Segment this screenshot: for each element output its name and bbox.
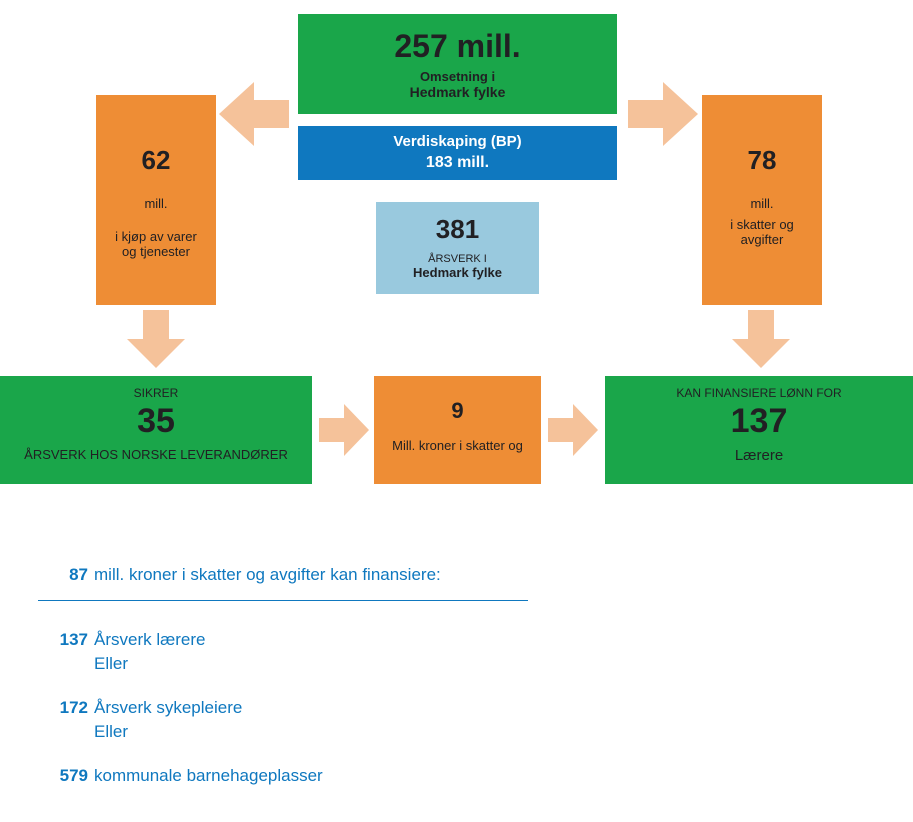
summary-item-2-num: 172 [38, 698, 88, 718]
summary-head-text: mill. kroner i skatter og avgifter kan f… [94, 565, 441, 584]
summary-item-2-or: Eller [94, 722, 242, 742]
value-creation-label: Verdiskaping (BP) [298, 133, 617, 150]
summary-item-1-text: Årsverk lærere [94, 630, 205, 649]
arrow-right-icon [628, 82, 698, 146]
summary-item-1-or: Eller [94, 654, 205, 674]
suppliers-top: SIKRER [0, 386, 312, 400]
purchases-label1: i kjøp av varer [96, 229, 216, 244]
mid-taxes-label: Mill. kroner i skatter og [374, 438, 541, 453]
suppliers-bottom: ÅRSVERK HOS NORSKE LEVERANDØRER [0, 447, 312, 462]
revenue-box: 257 mill. Omsetning i Hedmark fylke [298, 14, 617, 114]
summary-item-1-num: 137 [38, 630, 88, 650]
purchases-unit: mill. [96, 196, 216, 211]
revenue-label2: Hedmark fylke [298, 84, 617, 100]
taxes-unit: mill. [702, 196, 822, 211]
summary-heading: 87 mill. kroner i skatter og avgifter kan… [38, 565, 441, 585]
value-creation-value: 183 mill. [298, 154, 617, 172]
summary-item-3-num: 579 [38, 766, 88, 786]
value-creation-box: Verdiskaping (BP) 183 mill. [298, 126, 617, 180]
arrow-down-right-icon [732, 310, 790, 368]
taxes-label1: i skatter og [702, 217, 822, 232]
arrow-left-icon [219, 82, 289, 146]
taxes-value: 78 [702, 145, 822, 176]
summary-item-1: 137 Årsverk lærere Eller [38, 630, 205, 674]
summary-item-2: 172 Årsverk sykepleiere Eller [38, 698, 242, 742]
summary-head-num: 87 [38, 565, 88, 585]
teachers-bottom: Lærere [605, 447, 913, 464]
taxes-label2: avgifter [702, 232, 822, 247]
teachers-box: KAN FINANSIERE LØNN FOR 137 Lærere [605, 376, 913, 484]
purchases-box: 62 mill. i kjøp av varer og tjenester [96, 95, 216, 305]
teachers-top: KAN FINANSIERE LØNN FOR [605, 386, 913, 400]
fte-label1: ÅRSVERK I [376, 253, 539, 265]
suppliers-box: SIKRER 35 ÅRSVERK HOS NORSKE LEVERANDØRE… [0, 376, 312, 484]
purchases-value: 62 [96, 145, 216, 176]
suppliers-value: 35 [0, 402, 312, 441]
summary-divider [38, 600, 528, 601]
revenue-value: 257 mill. [298, 28, 617, 65]
summary-item-2-text: Årsverk sykepleiere [94, 698, 242, 717]
mid-taxes-box: 9 Mill. kroner i skatter og [374, 376, 541, 484]
fte-box: 381 ÅRSVERK I Hedmark fylke [376, 202, 539, 294]
fte-label2: Hedmark fylke [376, 265, 539, 280]
purchases-label2: og tjenester [96, 244, 216, 259]
fte-value: 381 [376, 214, 539, 245]
mid-taxes-value: 9 [374, 398, 541, 424]
arrow-down-left-icon [127, 310, 185, 368]
summary-item-3: 579 kommunale barnehageplasser [38, 766, 323, 786]
summary-item-3-text: kommunale barnehageplasser [94, 766, 323, 785]
teachers-value: 137 [605, 402, 913, 441]
revenue-label1: Omsetning i [298, 69, 617, 84]
arrow-mid-right-icon [548, 404, 598, 456]
arrow-mid-left-icon [319, 404, 369, 456]
taxes-box: 78 mill. i skatter og avgifter [702, 95, 822, 305]
